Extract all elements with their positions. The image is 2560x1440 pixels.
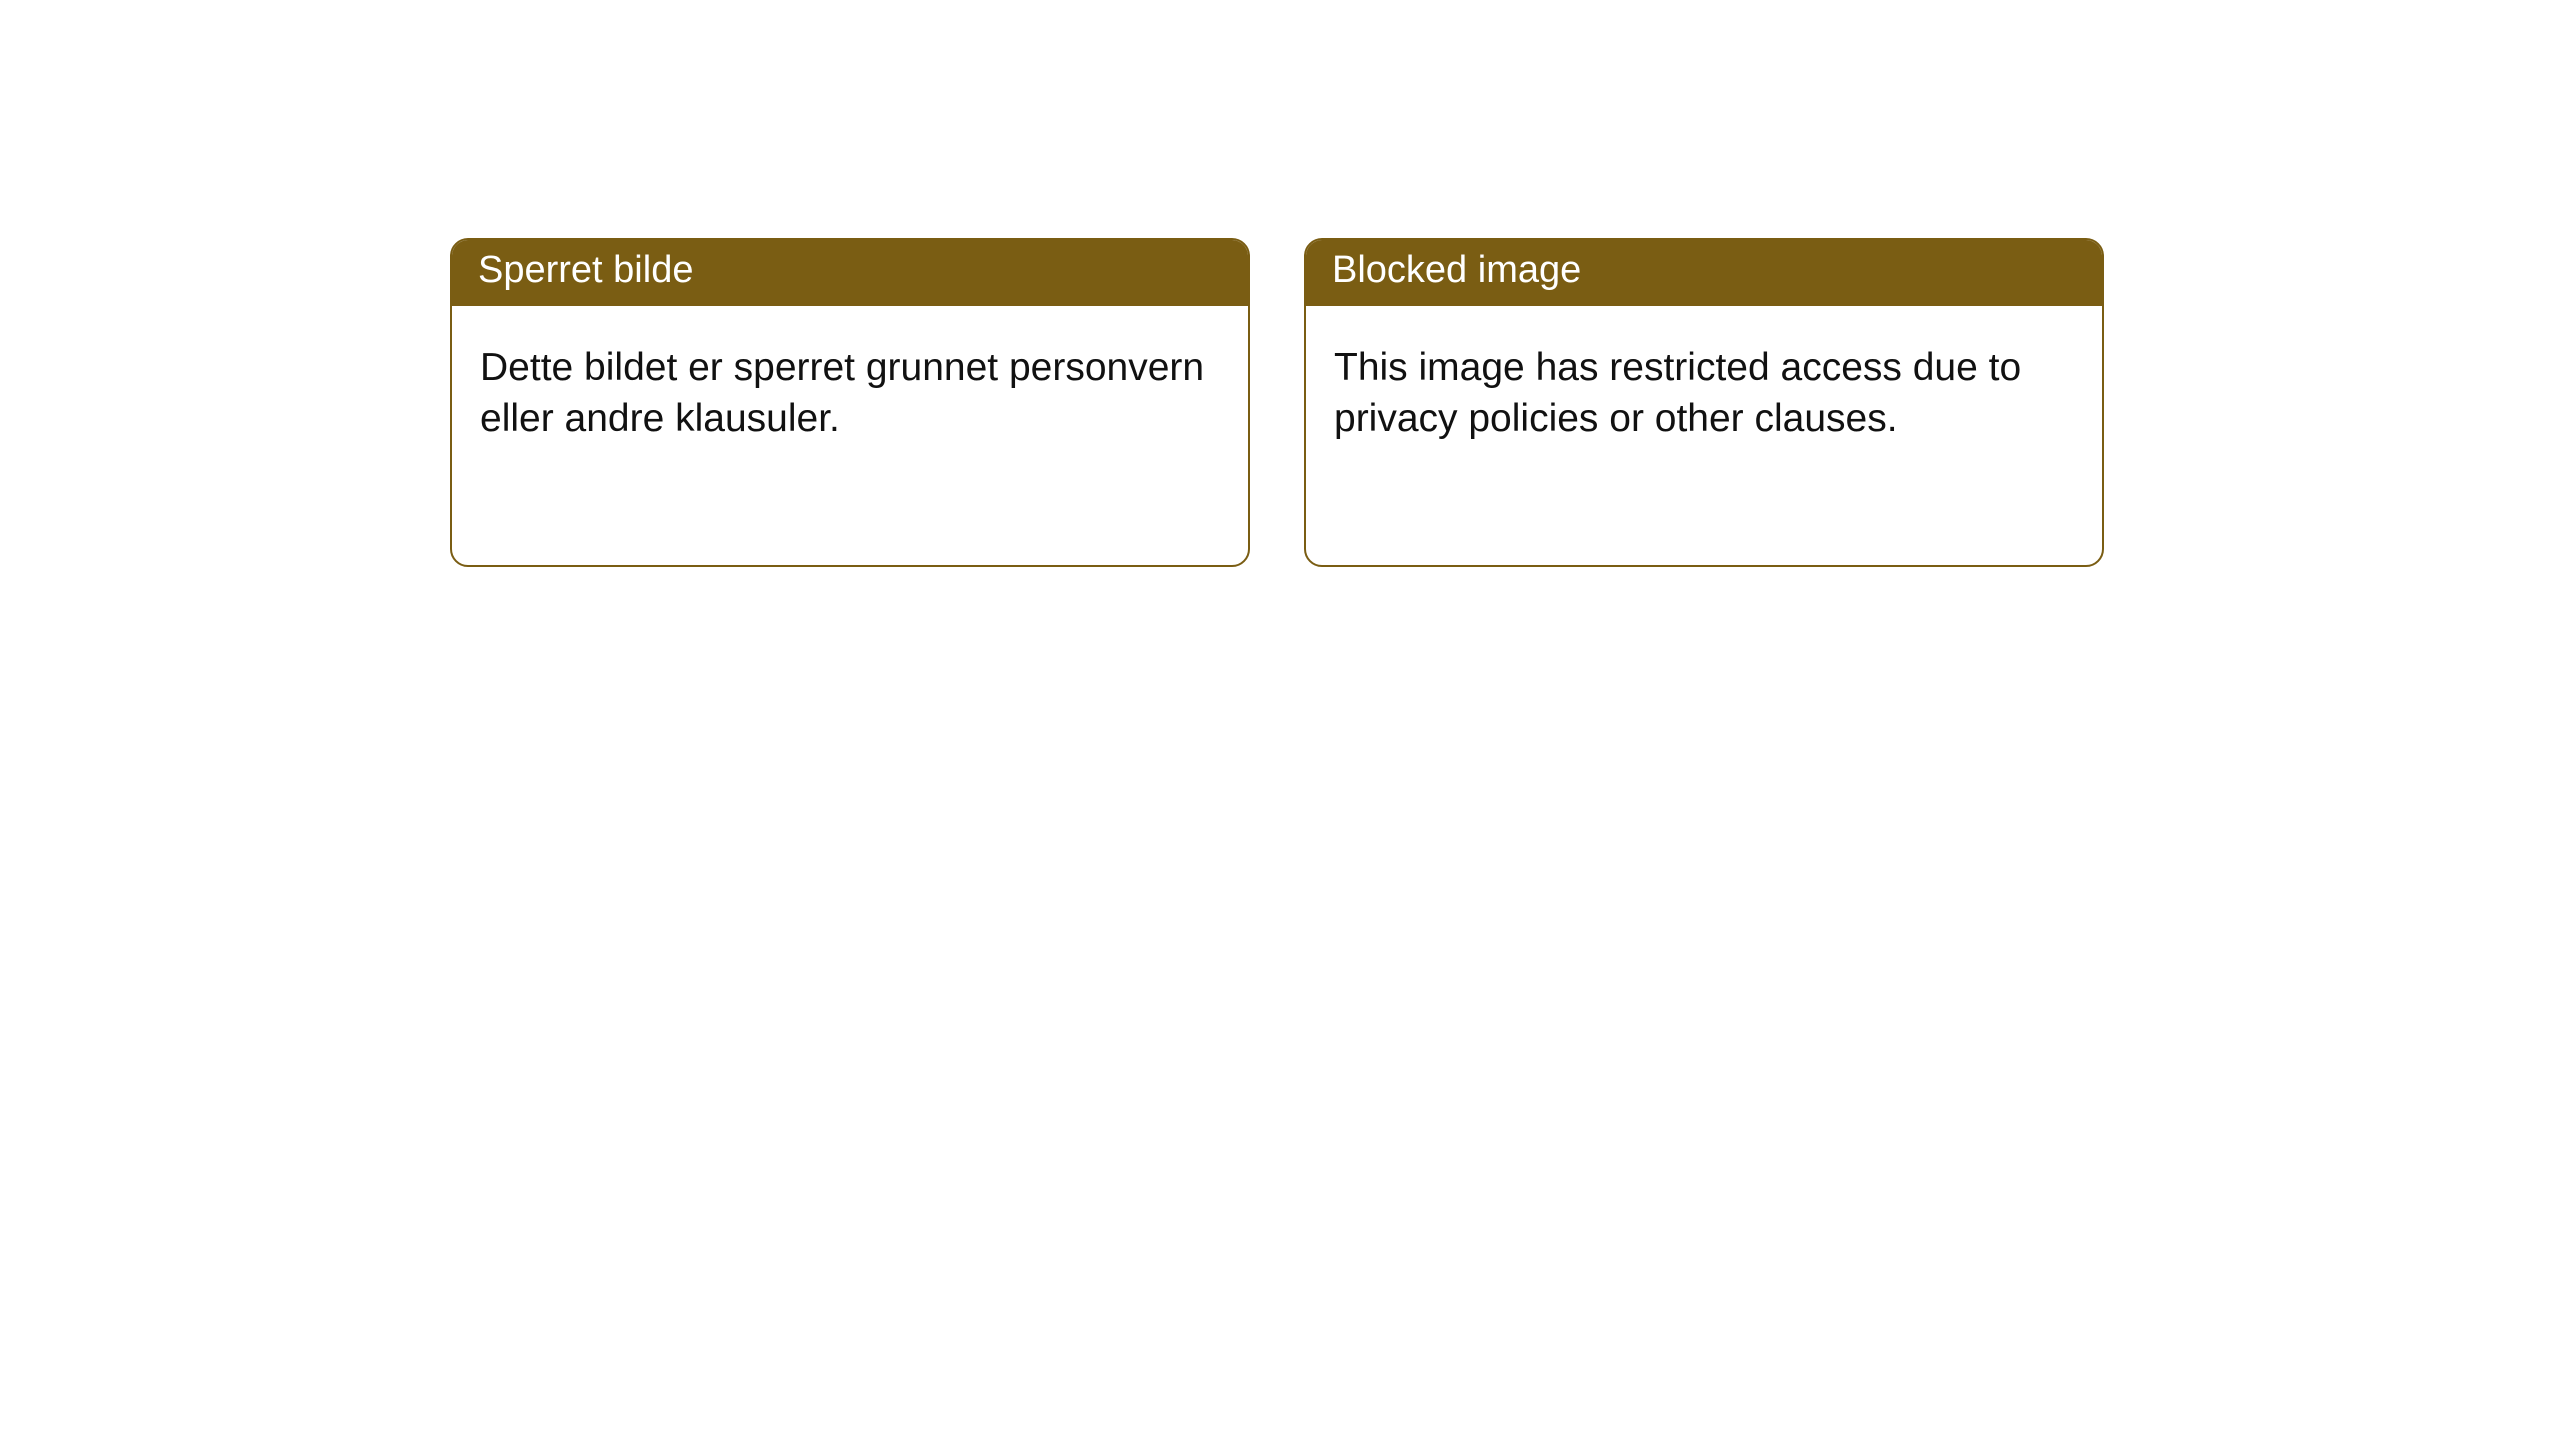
card-body-english: This image has restricted access due to …: [1306, 306, 2102, 481]
card-body-norwegian: Dette bildet er sperret grunnet personve…: [452, 306, 1248, 481]
card-header-norwegian: Sperret bilde: [452, 240, 1248, 306]
blocked-image-card-norwegian: Sperret bilde Dette bildet er sperret gr…: [450, 238, 1250, 567]
blocked-image-card-english: Blocked image This image has restricted …: [1304, 238, 2104, 567]
cards-container: Sperret bilde Dette bildet er sperret gr…: [450, 238, 2104, 567]
card-header-english: Blocked image: [1306, 240, 2102, 306]
